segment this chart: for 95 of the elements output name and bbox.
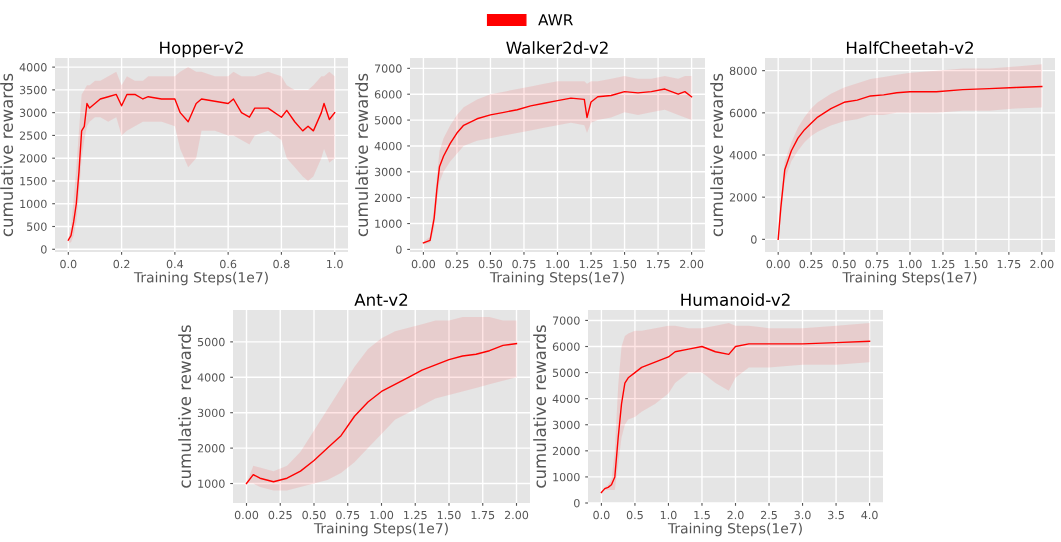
x-tick-label: 0.75 [512, 259, 536, 269]
y-tick-label: 1000 [553, 472, 580, 482]
x-tick-label: 1.00 [546, 259, 570, 269]
y-tick-label: 3000 [552, 420, 580, 430]
x-tick-label: 4.0 [861, 510, 878, 520]
y-tick-label: 4000 [729, 150, 757, 160]
line-series [245, 342, 518, 485]
y-tick-label: 6000 [552, 342, 580, 351]
x-tick-label: 0.00 [234, 510, 259, 520]
x-axis-title: Training Steps(1e7) [489, 271, 624, 286]
y-tick-label: 2000 [552, 446, 580, 456]
y-tick-label: 3000 [374, 167, 402, 177]
x-tick-label: 0.00 [766, 259, 790, 269]
y-tick-label: 4000 [552, 394, 580, 404]
x-tick-label: 1.50 [613, 259, 637, 269]
chart-title: Walker2d-v2 [506, 41, 608, 55]
x-tick-label: 0.50 [478, 259, 503, 269]
x-tick-label: 3.5 [828, 510, 844, 520]
y-tick-label: 3000 [197, 408, 225, 418]
x-tick-label: 1.25 [579, 259, 603, 269]
chart-title: HalfCheetah-v2 [846, 41, 973, 55]
x-tick-label: 2.00 [680, 259, 704, 269]
x-axis-title: Training Steps(1e7) [667, 522, 802, 537]
x-tick-label: 1.25 [404, 510, 427, 520]
y-axis-title: cumulative rewards [178, 325, 192, 488]
x-tick-label: 1.75 [646, 259, 670, 269]
y-axis-title: cumulative rewards [0, 73, 14, 237]
legend-label: AWR [538, 14, 573, 26]
x-tick-label: 0.5 [626, 510, 643, 520]
y-tick-label: 2000 [729, 193, 757, 202]
chart-title: Ant-v2 [354, 293, 408, 306]
x-tick-label: 1.00 [370, 510, 394, 520]
y-tick-label: 2000 [19, 154, 47, 163]
y-tick-label: 0 [396, 245, 402, 254]
y-tick-label: 0 [751, 235, 757, 244]
x-tick-label: 0.6 [220, 259, 237, 269]
x-tick-label: 0.4 [166, 259, 184, 269]
y-tick-label: 0 [574, 498, 580, 508]
x-axis-title: Training Steps(1e7) [313, 522, 448, 537]
x-tick-label: 0.50 [832, 259, 856, 269]
y-tick-label: 7000 [374, 64, 402, 73]
y-tick-label: 6000 [729, 108, 757, 118]
chart-title: Humanoid-v2 [681, 293, 790, 307]
x-tick-label: 2.0 [727, 510, 744, 520]
y-tick-label: 3500 [19, 85, 47, 95]
y-tick-label: 6000 [374, 90, 402, 99]
y-tick-label: 5000 [552, 368, 580, 377]
x-tick-label: 3.0 [794, 510, 811, 520]
x-tick-label: 0.75 [865, 259, 889, 269]
x-tick-label: 1.0 [327, 259, 343, 269]
x-tick-label: 0.0 [60, 259, 77, 269]
y-tick-label: 5000 [374, 116, 402, 125]
x-tick-label: 2.5 [761, 510, 777, 520]
y-tick-label: 2000 [374, 193, 402, 203]
x-tick-label: 1.75 [997, 259, 1021, 269]
x-tick-label: 0.25 [445, 259, 469, 269]
chart-title: Hopper-v2 [160, 41, 243, 58]
y-tick-label: 0 [41, 245, 47, 254]
x-tick-label: 1.0 [660, 510, 677, 520]
x-tick-label: 1.00 [898, 259, 922, 269]
y-tick-label: 4000 [19, 63, 47, 72]
x-tick-label: 0.25 [799, 259, 823, 269]
x-tick-label: 1.5 [694, 510, 710, 520]
y-axis-title: cumulative rewards [710, 73, 724, 237]
y-tick-label: 1500 [20, 176, 47, 186]
y-tick-label: 1000 [375, 219, 402, 228]
x-tick-label: 2.00 [504, 510, 529, 520]
x-tick-label: 0.2 [113, 259, 130, 269]
x-tick-label: 0.75 [336, 510, 360, 520]
x-tick-label: 1.50 [964, 259, 988, 269]
x-tick-label: 1.50 [437, 510, 461, 520]
y-tick-label: 500 [27, 222, 47, 231]
y-tick-label: 2500 [19, 131, 47, 140]
x-tick-label: 1.75 [471, 510, 495, 520]
x-tick-label: 1.25 [931, 259, 955, 269]
x-axis-title: Training Steps(1e7) [133, 271, 268, 286]
y-axis-title: cumulative rewards [533, 325, 547, 488]
y-axis-title: cumulative rewards [355, 73, 369, 237]
x-tick-label: 0.25 [268, 510, 292, 520]
line-series [67, 93, 336, 241]
y-tick-label: 3000 [19, 108, 47, 118]
x-tick-label: 0.00 [411, 259, 436, 269]
y-tick-label: 5000 [197, 337, 225, 347]
x-tick-label: 0.0 [593, 510, 610, 520]
x-tick-label: 0.8 [273, 259, 290, 269]
x-tick-label: 2.00 [1030, 259, 1054, 269]
x-tick-label: 0.50 [302, 510, 326, 520]
y-tick-label: 4000 [197, 373, 225, 382]
y-tick-label: 8000 [729, 66, 757, 76]
y-tick-label: 2000 [197, 444, 225, 453]
y-tick-label: 1000 [198, 479, 225, 488]
y-tick-label: 1000 [20, 199, 47, 209]
y-tick-label: 4000 [374, 141, 402, 151]
y-tick-label: 7000 [552, 316, 580, 325]
x-axis-title: Training Steps(1e7) [842, 271, 977, 286]
